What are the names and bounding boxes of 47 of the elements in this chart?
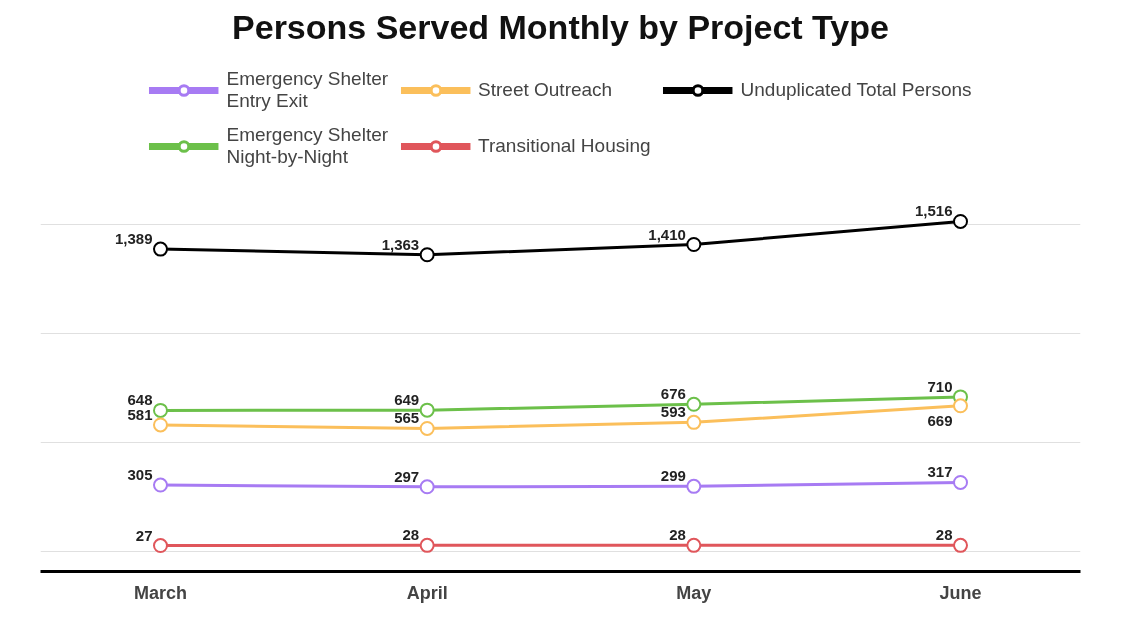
data-label: 305: [127, 466, 153, 484]
data-label: 297: [394, 467, 420, 485]
legend-label: Unduplicated Total Persons: [740, 78, 972, 101]
point: [419, 479, 435, 495]
point: [153, 477, 168, 493]
point: [686, 237, 702, 252]
point: [153, 538, 168, 554]
point: [419, 247, 435, 263]
point: [686, 537, 702, 553]
data-label: 669: [927, 411, 953, 429]
data-label: 317: [927, 463, 953, 481]
chart-title: Persons Served Monthly by Project Type: [232, 7, 889, 46]
point: [419, 537, 435, 553]
data-label: 28: [669, 526, 686, 544]
point: [686, 414, 702, 430]
legend-label: Emergency Shelter Entry Exit: [226, 67, 389, 112]
data-label: 649: [394, 391, 420, 409]
data-label: 593: [660, 403, 686, 421]
x-tick-label: June: [939, 582, 982, 603]
legend-label: Street Outreach: [478, 78, 613, 101]
x-tick-label: May: [676, 582, 712, 603]
data-label: 28: [935, 526, 953, 544]
point: [153, 241, 168, 257]
legend-label: Emergency Shelter Night-by-Night: [226, 123, 389, 168]
data-label: 1,516: [914, 202, 953, 220]
point: [153, 402, 168, 418]
x-tick-label: April: [406, 582, 448, 603]
point: [419, 420, 435, 436]
point: [953, 213, 968, 229]
data-label: 1,389: [114, 230, 153, 248]
data-label: 676: [660, 385, 686, 403]
legend-label: Transitional Housing: [478, 134, 651, 157]
point: [686, 396, 702, 412]
point: [953, 537, 968, 553]
x-tick-label: March: [133, 582, 188, 603]
point: [153, 417, 168, 433]
data-label: 299: [660, 467, 686, 485]
data-label: 27: [135, 526, 153, 544]
point: [686, 478, 702, 494]
point: [953, 474, 968, 490]
data-label: 710: [927, 377, 953, 395]
point: [953, 398, 968, 414]
data-label: 1,363: [381, 235, 420, 253]
data-label: 565: [394, 409, 420, 427]
data-label: 1,410: [648, 225, 686, 243]
data-label: 28: [402, 526, 420, 544]
point: [419, 402, 435, 418]
